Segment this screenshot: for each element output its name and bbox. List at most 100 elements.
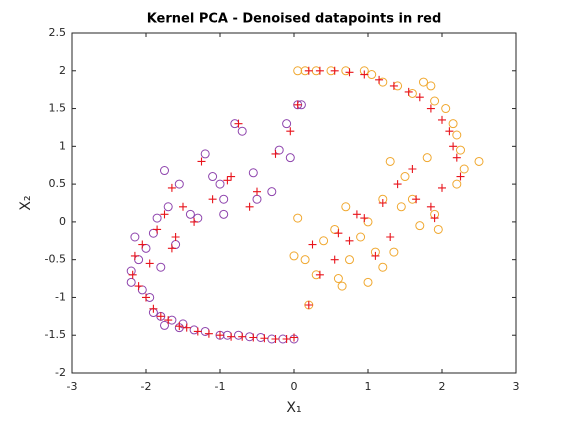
y-tick-label: 0.5: [49, 177, 67, 190]
denoised-point: [179, 202, 187, 211]
data-point: [285, 153, 295, 163]
data-point: [282, 119, 292, 129]
data-point: [163, 202, 173, 212]
data-point: [433, 224, 443, 234]
data-point: [459, 164, 469, 174]
data-point: [452, 130, 462, 140]
denoised-point: [404, 87, 413, 96]
denoised-point: [223, 176, 232, 185]
denoised-point: [426, 104, 435, 113]
data-point: [156, 262, 166, 272]
denoised-point: [238, 332, 247, 341]
denoised-point: [330, 255, 339, 264]
denoised-point: [308, 240, 317, 249]
denoised-point: [190, 217, 199, 226]
y-tick-label: 0: [59, 215, 66, 228]
denoised-point: [204, 329, 213, 338]
data-point: [396, 202, 406, 212]
y-tick-label: 1.5: [49, 102, 67, 115]
denoised-point: [330, 66, 339, 75]
data-point: [200, 149, 210, 159]
x-axis-label: X₁: [286, 400, 301, 416]
data-point: [333, 274, 343, 284]
denoised-point: [128, 270, 137, 279]
denoised-point: [260, 334, 269, 343]
data-point: [400, 172, 410, 182]
denoised-point: [389, 81, 398, 90]
denoised-point: [345, 236, 354, 245]
data-point: [293, 66, 303, 76]
data-point: [152, 213, 162, 223]
y-tick-label: -1.5: [45, 328, 66, 341]
data-point: [293, 213, 303, 223]
denoised-point: [138, 240, 147, 249]
x-tick-label: -3: [67, 380, 78, 393]
denoised-point: [426, 202, 435, 211]
data-point: [267, 187, 277, 197]
data-point: [337, 281, 347, 291]
data-point: [215, 179, 225, 189]
denoised-point: [360, 214, 369, 223]
denoised-point: [438, 115, 446, 124]
denoised-point: [386, 233, 395, 241]
data-point: [441, 104, 451, 114]
data-point: [474, 156, 484, 166]
denoised-point: [145, 259, 154, 268]
data-point: [448, 119, 458, 129]
denoised-point: [253, 187, 261, 196]
x-tick-label: 2: [439, 380, 446, 393]
data-point: [219, 209, 229, 219]
denoised-point: [149, 304, 158, 313]
data-point: [237, 126, 247, 136]
data-point: [126, 277, 136, 287]
data-point: [208, 172, 218, 182]
data-point: [185, 209, 195, 219]
denoised-point: [249, 333, 258, 342]
denoised-point: [415, 93, 424, 102]
denoised-point: [130, 251, 139, 260]
denoised-point: [375, 75, 384, 84]
data-point: [345, 255, 354, 265]
data-point: [389, 247, 399, 257]
denoised-point: [334, 229, 343, 238]
denoised-point: [445, 127, 454, 136]
denoised-point: [193, 327, 202, 336]
denoised-point: [182, 323, 191, 332]
data-point: [289, 251, 299, 261]
denoised-point: [197, 157, 206, 166]
x-tick-label: 3: [513, 380, 520, 393]
denoised-point: [371, 251, 380, 260]
denoised-point: [271, 149, 280, 158]
denoised-point: [449, 142, 458, 151]
y-tick-label: 1: [59, 139, 66, 152]
denoised-point: [245, 202, 254, 211]
denoised-point: [167, 244, 176, 253]
y-tick-label: -0.5: [45, 253, 66, 266]
denoised-point: [227, 172, 236, 181]
denoised-point: [408, 165, 417, 173]
denoised-point: [208, 195, 217, 204]
y-axis-label: X₂: [18, 195, 34, 210]
chart-title: Kernel PCA - Denoised datapoints in red: [147, 12, 442, 27]
y-tick-label: -1: [55, 290, 66, 303]
denoised-point: [345, 68, 354, 77]
data-point: [452, 179, 462, 189]
data-point: [378, 262, 388, 272]
denoised-point: [286, 127, 295, 136]
denoised-point: [175, 322, 184, 331]
denoised-point: [315, 270, 324, 279]
denoised-point: [134, 282, 143, 291]
denoised-point: [171, 233, 180, 241]
denoised-point: [438, 183, 446, 192]
denoised-point: [378, 199, 387, 207]
denoised-point: [290, 333, 298, 342]
data-point: [426, 81, 436, 91]
denoised-point: [304, 66, 313, 75]
data-point: [130, 232, 140, 242]
denoised-point: [156, 312, 165, 321]
denoised-point: [167, 183, 176, 192]
data-point: [422, 153, 432, 163]
x-tick-label: -1: [215, 380, 226, 393]
